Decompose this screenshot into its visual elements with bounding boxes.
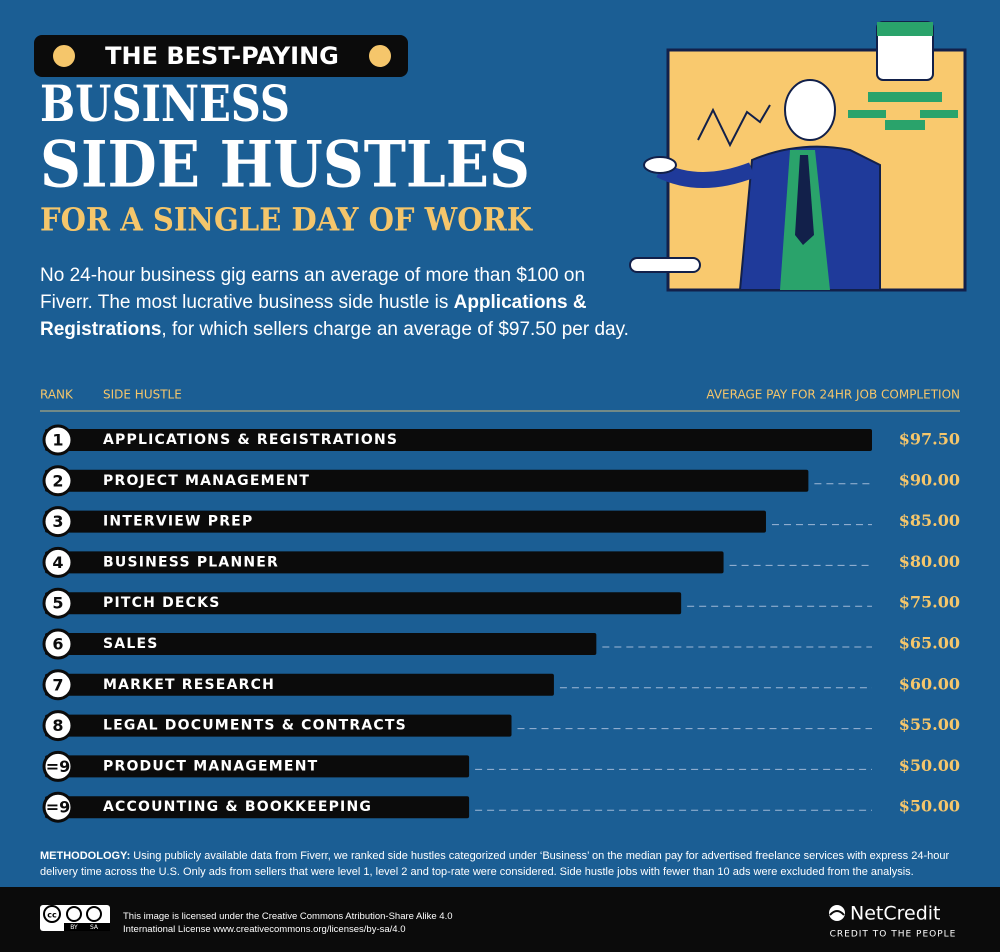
rank-badge bbox=[42, 669, 74, 701]
value-label: $65.00 bbox=[899, 634, 960, 653]
bar bbox=[45, 714, 512, 737]
title-line: BUSINESS bbox=[40, 74, 290, 133]
badge bbox=[34, 35, 408, 77]
category-label: PROJECT MANAGEMENT bbox=[103, 473, 310, 489]
methodology-text: Using publicly available data from Fiver… bbox=[40, 850, 950, 878]
description-highlight: Applications & Registrations bbox=[40, 292, 587, 340]
bar bbox=[45, 673, 554, 696]
rank: 1 bbox=[52, 431, 63, 450]
rank: 3 bbox=[52, 512, 63, 531]
methodology-label: METHODOLOGY: bbox=[40, 850, 131, 862]
rank-badge bbox=[42, 791, 74, 823]
tagline: CREDIT TO THE PEOPLE bbox=[830, 930, 957, 940]
category-label: MARKET RESEARCH bbox=[103, 677, 275, 693]
category-label: PRODUCT MANAGEMENT bbox=[103, 758, 318, 774]
value-label: $50.00 bbox=[899, 797, 960, 816]
bar bbox=[45, 592, 682, 615]
category-label: LEGAL DOCUMENTS & CONTRACTS bbox=[103, 718, 407, 734]
methodology: METHODOLOGY: Using publicly available da… bbox=[40, 848, 965, 880]
rank-badge bbox=[42, 710, 74, 742]
brand: NetCredit bbox=[850, 903, 941, 925]
category-label: BUSINESS PLANNER bbox=[103, 554, 279, 570]
rank: 7 bbox=[52, 675, 63, 694]
category-label: INTERVIEW PREP bbox=[103, 514, 253, 530]
rank: 8 bbox=[52, 716, 63, 735]
column-header: AVERAGE PAY FOR 24HR JOB COMPLETION bbox=[706, 388, 960, 402]
rank: 6 bbox=[52, 635, 63, 654]
value-label: $55.00 bbox=[899, 715, 960, 734]
bar bbox=[45, 633, 597, 655]
category-label: SALES bbox=[103, 636, 159, 652]
license: This image is licensed under the Creativ… bbox=[123, 911, 453, 935]
value-label: $75.00 bbox=[899, 593, 960, 612]
description: No 24-hour business gig earns an average… bbox=[40, 262, 640, 343]
rank: =9 bbox=[46, 798, 71, 817]
rank-badge bbox=[42, 424, 74, 456]
column-header: SIDE HUSTLE bbox=[103, 388, 182, 402]
rank-badge bbox=[42, 628, 74, 660]
coin-icon bbox=[367, 43, 393, 69]
illustration bbox=[629, 21, 967, 292]
rank: =9 bbox=[46, 757, 71, 776]
title-line: SIDE HUSTLES bbox=[40, 128, 530, 203]
category-label: APPLICATIONS & REGISTRATIONS bbox=[103, 432, 398, 448]
bar bbox=[45, 510, 766, 533]
rank: 4 bbox=[52, 553, 63, 572]
description-text: No 24-hour business gig earns an average… bbox=[40, 265, 586, 313]
rank: 2 bbox=[52, 471, 63, 490]
rank-badge bbox=[42, 546, 74, 578]
category-label: ACCOUNTING & BOOKKEEPING bbox=[103, 799, 372, 815]
rank-badge bbox=[42, 750, 74, 782]
cc-label: BY bbox=[70, 924, 78, 931]
bar bbox=[45, 551, 724, 574]
cc-label: cc bbox=[47, 911, 57, 920]
rank-badge bbox=[42, 506, 74, 538]
rank-badge bbox=[42, 587, 74, 619]
coin-icon bbox=[51, 43, 77, 69]
description-text: , for which sellers charge an average of… bbox=[161, 319, 629, 340]
bar bbox=[45, 469, 809, 492]
subtitle: FOR A SINGLE DAY OF WORK bbox=[40, 201, 533, 239]
value-label: $60.00 bbox=[899, 674, 960, 693]
rank: 5 bbox=[52, 594, 63, 613]
value-label: $80.00 bbox=[899, 552, 960, 571]
bar bbox=[45, 796, 470, 819]
value-label: $90.00 bbox=[899, 470, 960, 489]
column-header: RANK bbox=[40, 388, 74, 402]
brand-icon bbox=[829, 905, 845, 921]
cc-label: SA bbox=[90, 924, 99, 931]
badge-text: THE BEST-PAYING bbox=[105, 42, 339, 70]
value-label: $50.00 bbox=[899, 756, 960, 775]
value-label: $97.50 bbox=[899, 430, 960, 449]
bar bbox=[45, 429, 872, 451]
rank-badge bbox=[42, 465, 74, 497]
value-label: $85.00 bbox=[899, 511, 960, 530]
bar bbox=[45, 755, 470, 778]
category-label: PITCH DECKS bbox=[103, 595, 220, 611]
